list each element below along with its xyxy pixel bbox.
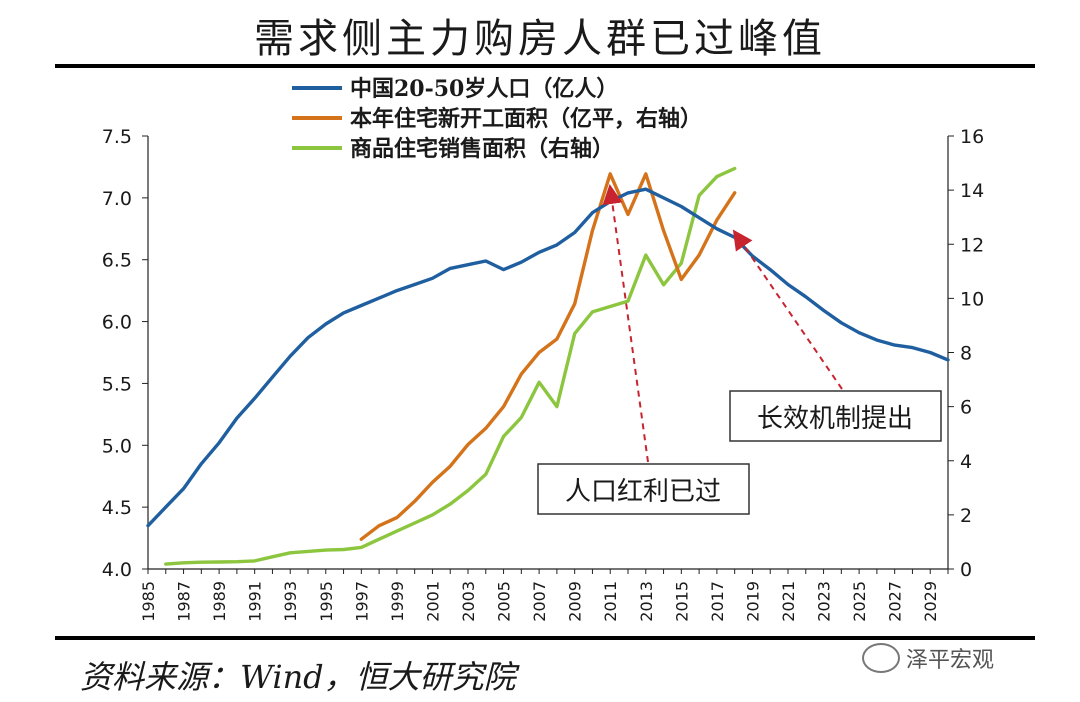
y-left-tick-label: 6.5 [102,250,132,272]
sales-line [164,166,737,566]
legend-label: 中国20-50岁人口（亿人） [350,76,618,102]
x-tick-label: 2023 [815,581,834,622]
x-tick-label: 1995 [317,581,336,622]
y-left-tick-label: 6.0 [102,312,132,334]
legend-label: 商品住宅销售面积（右轴） [350,136,614,162]
annotation-arrow-population-dividend [602,183,649,463]
bottom-rule [55,636,1035,640]
y-right-tick-label: 4 [960,451,972,473]
y-right-tick-label: 12 [960,234,984,256]
x-tick-label: 2025 [850,581,869,622]
x-tick-label: 2019 [743,581,762,622]
y-right-tick-label: 0 [960,559,972,581]
annotation-text-long-term-mechanism: 长效机制提出 [757,404,913,434]
y-left-tick-label: 7.5 [102,126,132,148]
x-tick-label: 2027 [886,581,905,622]
watermark: 泽平宏观 [862,642,994,674]
x-tick-label: 1987 [175,581,194,622]
population-line [146,187,950,528]
annotation-text-population-dividend: 人口红利已过 [565,477,721,507]
legend-label: 本年住宅新开工面积（亿平，右轴） [350,106,702,132]
x-tick-label: 1989 [210,581,229,622]
x-tick-label: 1999 [388,581,407,622]
y-right-tick-label: 6 [960,397,972,419]
x-tick-label: 2015 [672,581,691,622]
y-right-tick-label: 14 [960,180,984,202]
y-left-tick-label: 4.0 [102,559,132,581]
x-tick-label: 2005 [495,581,514,622]
annotation-arrow-long-term-mechanism [732,229,843,390]
x-tick-label: 2017 [708,581,727,622]
annotation-box-population-dividend [537,463,750,515]
x-tick-label: 2007 [530,581,549,622]
y-left-tick-label: 4.5 [102,497,132,519]
x-tick-label: 2001 [423,581,442,622]
x-tick-label: 2009 [566,581,585,622]
new-start-line [359,172,737,541]
annotation-box-long-term-mechanism [729,390,942,442]
y-left-tick-label: 5.5 [102,373,132,395]
top-rule [55,64,1035,68]
x-tick-label: 2011 [601,581,620,622]
x-tick-label: 2021 [779,581,798,622]
wechat-logo-icon [862,643,900,673]
x-tick-label: 2013 [637,581,656,622]
y-right-tick-label: 2 [960,505,972,527]
y-right-tick-label: 16 [960,126,984,148]
x-tick-label: 1985 [139,581,158,622]
x-tick-label: 1993 [281,581,300,622]
y-right-tick-label: 10 [960,288,984,310]
x-tick-label: 1997 [352,581,371,622]
y-left-tick-label: 5.0 [102,435,132,457]
x-tick-label: 2029 [921,581,940,622]
x-tick-label: 2003 [459,581,478,622]
x-tick-label: 1991 [246,581,265,622]
y-left-tick-label: 7.0 [102,188,132,210]
source-note: 资料来源：Wind，恒大研究院 [80,658,516,696]
y-right-tick-label: 8 [960,343,972,365]
watermark-text: 泽平宏观 [906,648,995,673]
chart-title: 需求侧主力购房人群已过峰值 [254,16,826,62]
